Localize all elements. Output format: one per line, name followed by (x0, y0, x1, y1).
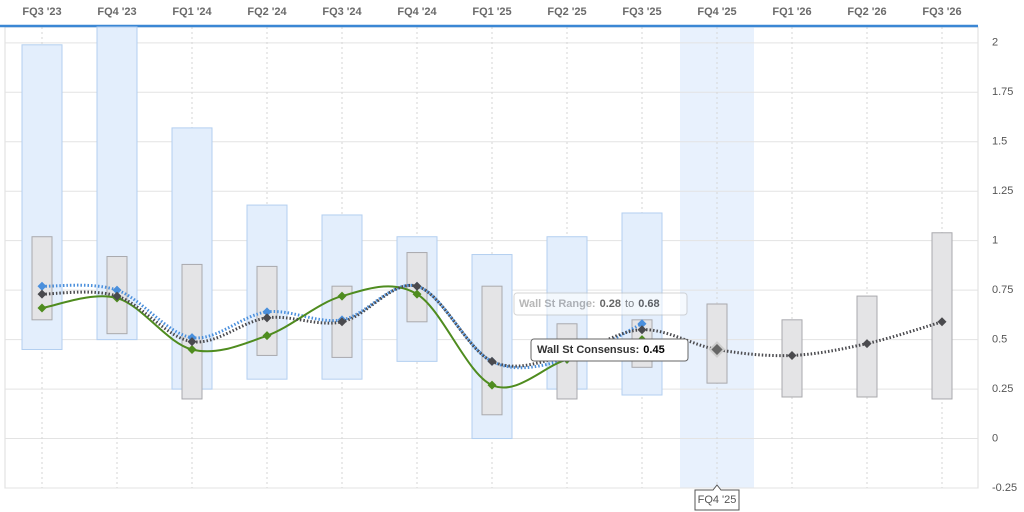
series-marker (337, 291, 347, 301)
x-tick-label: FQ4 '25 (697, 6, 736, 18)
tooltip-text: Wall St Consensus: 0.45 (537, 344, 665, 356)
y-tick-label: -0.25 (992, 482, 1017, 494)
series-marker (637, 319, 647, 329)
axis-tooltip (694, 484, 740, 511)
series-marker (112, 285, 122, 295)
y-tick-label: 1.5 (992, 136, 1007, 148)
series-marker (187, 345, 197, 355)
axis-tooltip-label: FQ4 '25 (698, 494, 737, 506)
x-tick-label: FQ3 '23 (22, 6, 61, 18)
series-marker (637, 325, 647, 335)
tooltip-value: 0.68 (638, 298, 659, 310)
tooltip-value: 0.45 (643, 344, 664, 356)
series-marker (37, 303, 47, 313)
y-tick-label: 0.5 (992, 334, 1007, 346)
series-marker (787, 350, 797, 360)
wall-st-range-box (931, 232, 953, 400)
y-tick-label: 1.75 (992, 86, 1013, 98)
x-tick-label: FQ4 '24 (397, 6, 437, 18)
hover-marker (708, 341, 726, 358)
x-tick-label: FQ1 '24 (172, 6, 212, 18)
y-tick-label: 1.25 (992, 185, 1013, 197)
x-tick-label: FQ1 '25 (472, 6, 511, 18)
series-marker (262, 307, 272, 317)
series-marker (187, 337, 197, 347)
x-tick-label: FQ2 '26 (847, 6, 886, 18)
x-tick-label: FQ4 '23 (97, 6, 136, 18)
y-tick-label: 0 (992, 432, 998, 444)
x-tick-label: FQ3 '26 (922, 6, 961, 18)
x-tick-label: FQ1 '26 (772, 6, 811, 18)
tooltip-text: to (625, 298, 634, 310)
y-tick-label: 1 (992, 235, 998, 247)
tooltip-label: Wall St Range: (519, 298, 596, 310)
y-tick-label: 0.75 (992, 284, 1013, 296)
series-marker (37, 281, 47, 291)
series-marker (337, 317, 347, 327)
wall-st-range-box (481, 285, 503, 416)
tooltip-text: Wall St Range: 0.28 to 0.68 (519, 298, 660, 310)
series-marker (262, 331, 272, 341)
wall-st-range-box (31, 236, 53, 321)
tooltip-value: 0.28 (600, 298, 621, 310)
tooltip-label: Wall St Consensus: (537, 344, 639, 356)
series-marker (37, 289, 47, 299)
series-marker (937, 317, 947, 327)
tooltip-box (513, 292, 688, 316)
series-marker (412, 281, 422, 291)
series-marker (487, 380, 497, 390)
x-tick-label: FQ3 '25 (622, 6, 661, 18)
series-marker (412, 289, 422, 299)
x-tick-label: FQ2 '24 (247, 6, 287, 18)
range-tooltip: Wall St Range: 0.28 to 0.68 (513, 292, 688, 316)
series-marker (112, 291, 122, 301)
series-marker (262, 313, 272, 323)
wall-st-range-box (181, 263, 203, 400)
x-tick-label: FQ2 '25 (547, 6, 586, 18)
y-tick-label: 2 (992, 37, 998, 49)
series-marker (862, 339, 872, 349)
series-line (41, 285, 643, 389)
tooltip-box (530, 338, 689, 362)
x-tick-label: FQ3 '24 (322, 6, 362, 18)
series-marker (487, 356, 497, 366)
y-tick-label: 0.25 (992, 383, 1013, 395)
